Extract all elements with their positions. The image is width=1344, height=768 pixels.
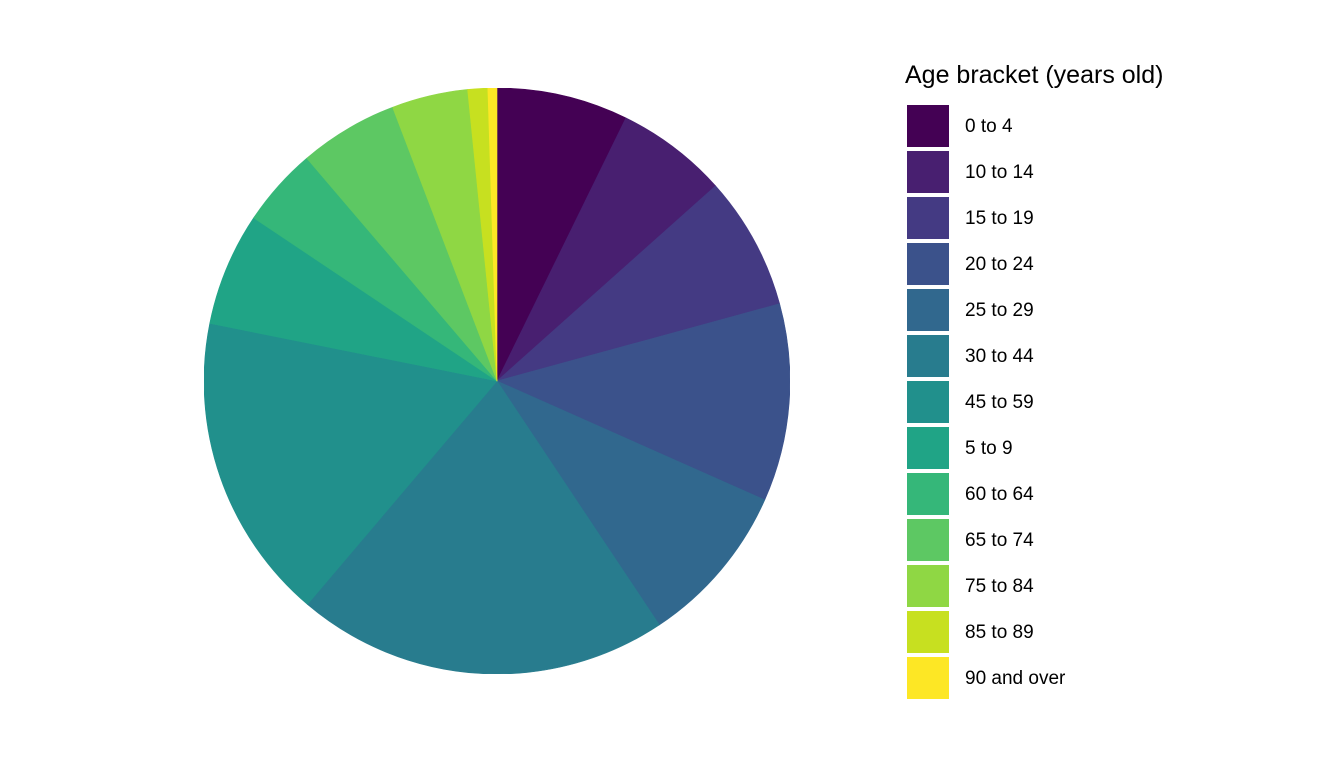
legend-item: 75 to 84	[905, 565, 1163, 607]
legend-label: 75 to 84	[965, 575, 1034, 597]
legend: Age bracket (years old) 0 to 4 10 to 14 15…	[905, 62, 1163, 703]
legend-item: 20 to 24	[905, 243, 1163, 285]
pie-chart	[204, 88, 790, 674]
legend-item: 5 to 9	[905, 427, 1163, 469]
legend-label: 45 to 59	[965, 391, 1034, 413]
legend-swatch	[907, 473, 949, 515]
legend-item: 10 to 14	[905, 151, 1163, 193]
legend-item: 0 to 4	[905, 105, 1163, 147]
legend-swatch	[907, 519, 949, 561]
legend-item: 90 and over	[905, 657, 1163, 699]
pie-slice-0-to-4	[496, 88, 627, 382]
legend-item: 85 to 89	[905, 611, 1163, 653]
legend-label: 5 to 9	[965, 437, 1013, 459]
pie-slice-5-to-9	[209, 217, 498, 382]
legend-label: 25 to 29	[965, 299, 1034, 321]
legend-item: 60 to 64	[905, 473, 1163, 515]
legend-label: 60 to 64	[965, 483, 1034, 505]
legend-swatch	[907, 289, 949, 331]
legend-item: 15 to 19	[905, 197, 1163, 239]
legend-item: 65 to 74	[905, 519, 1163, 561]
legend-label: 90 and over	[965, 667, 1066, 689]
legend-swatch	[907, 105, 949, 147]
pie-slice-30-to-44	[307, 380, 660, 674]
legend-swatch	[907, 657, 949, 699]
legend-swatch	[907, 151, 949, 193]
legend-item: 45 to 59	[905, 381, 1163, 423]
pie-slice-90-and-over	[487, 88, 498, 382]
legend-label: 15 to 19	[965, 207, 1034, 229]
legend-label: 65 to 74	[965, 529, 1034, 551]
legend-swatch	[907, 335, 949, 377]
legend-label: 10 to 14	[965, 161, 1034, 183]
legend-label: 30 to 44	[965, 345, 1034, 367]
pie-slice-25-to-29	[496, 380, 766, 626]
legend-items: 0 to 4 10 to 14 15 to 19 20 to 24 25 to 29 30…	[905, 105, 1163, 699]
legend-label: 0 to 4	[965, 115, 1013, 137]
pie-slice-45-to-59	[204, 323, 498, 605]
legend-item: 30 to 44	[905, 335, 1163, 377]
legend-swatch	[907, 197, 949, 239]
legend-swatch	[907, 611, 949, 653]
legend-swatch	[907, 243, 949, 285]
legend-swatch	[907, 565, 949, 607]
legend-swatch	[907, 427, 949, 469]
legend-item: 25 to 29	[905, 289, 1163, 331]
pie-slice-15-to-19	[496, 185, 780, 382]
legend-label: 85 to 89	[965, 621, 1034, 643]
legend-title: Age bracket (years old)	[905, 61, 1164, 89]
legend-swatch	[907, 381, 949, 423]
legend-label: 20 to 24	[965, 253, 1034, 275]
pie-slice-20-to-24	[496, 303, 790, 501]
